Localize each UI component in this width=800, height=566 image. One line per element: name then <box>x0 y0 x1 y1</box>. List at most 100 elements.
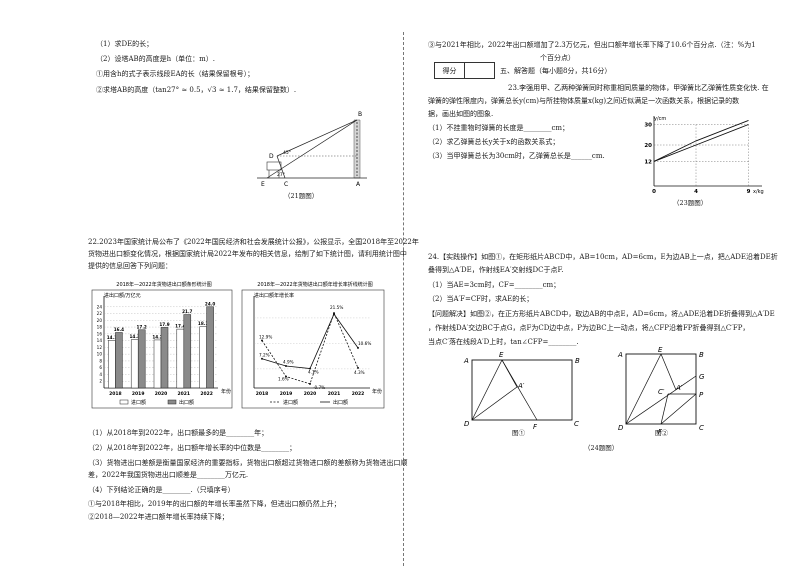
line-data-label: -0.7% <box>313 385 325 390</box>
score-table: 得分 <box>434 62 495 79</box>
bar-y-tick-label: 24 <box>97 304 103 309</box>
bar-y-tick-label: 12 <box>97 345 103 350</box>
spring-x-tick: 4 <box>694 189 698 195</box>
line-dg <box>625 375 697 425</box>
bar-y-tick-label: 10 <box>97 352 103 357</box>
line-data-label: 10.6% <box>358 341 371 346</box>
spring-graph: 12 20 30 0 4 9 y/cm x/kg <box>644 116 764 195</box>
q24-part2: （2）当A′F=CF时，求AE的长； <box>428 295 534 303</box>
spring-x-tick: 9 <box>747 189 751 195</box>
q22-intro-line1: 22.2023年国家统计局公布了《2022年国民经济和社会发展统计公报》，公报显… <box>88 238 419 246</box>
bar-mark <box>160 327 169 389</box>
bar-legend-label: 出口额 <box>179 399 194 406</box>
section5-title: 五、解答题（每小题8分，共16分） <box>500 67 612 75</box>
q21-part2b: ②求塔AB的高度（tan27° ≈ 0.5，√3 ≈ 1.7，结果保留整数）. <box>96 86 297 94</box>
bar-data-label: 17.4 <box>175 324 185 329</box>
bar-chart-frame <box>91 289 233 409</box>
q23-part1: （1）不挂重物时弹簧的长度是________cm； <box>428 124 570 132</box>
q24-caption: （24题图） <box>584 444 619 452</box>
line-de2 <box>625 353 662 425</box>
bar-mark <box>199 326 207 389</box>
line-data-label: 4.1% <box>308 370 319 375</box>
f2-label-c-prime: C′ <box>658 388 665 396</box>
line-point <box>261 357 263 360</box>
q22-part2: （2）从2018年到2022年，出口额年增长率的中位数是________； <box>88 444 297 452</box>
score-cell-label: 得分 <box>434 62 465 79</box>
bar-y-tick-label: 22 <box>97 311 103 316</box>
line-da <box>471 386 518 421</box>
line-point <box>285 375 287 378</box>
f2-label-e: E <box>658 346 663 354</box>
line-de <box>471 359 503 421</box>
line-ea <box>501 359 518 388</box>
line-legend-label: 出口额 <box>333 399 348 406</box>
spring-x-tick: 0 <box>652 189 656 195</box>
line-point <box>357 366 359 369</box>
q22-intro-line3: 提供的信息回答下列问题： <box>88 262 172 270</box>
bar-chart-title: 2018年—2022年货物进出口额条形统计图 <box>116 281 211 288</box>
bar-y-tick-label: 18 <box>97 325 103 330</box>
f1-label-f: F <box>533 423 538 431</box>
q22-option3-line2: 个百分点） <box>540 54 575 62</box>
q24-part3-line3: 当点C′落在线段A′D上时，tan∠CFP=________. <box>428 338 579 346</box>
f2-label-b: B <box>699 351 704 359</box>
bar-legend-swatch <box>167 399 177 405</box>
q24-figure1: A E B A′ D F C <box>463 351 580 431</box>
angle-27: 27° <box>277 172 285 178</box>
bar-data-label: 17.9 <box>159 322 169 327</box>
line-data-label: 21.5% <box>330 305 343 310</box>
q22-part3-line1: （3）货物进出口差额是衡量国家经济的重要指标，货物出口额超过货物进口额的差额称为… <box>88 459 408 467</box>
f1-label-d: D <box>464 420 470 428</box>
q23-line3: 据，画出如图的图象. <box>428 110 494 118</box>
spring-y-tick: 12 <box>644 159 652 165</box>
q24-part3-line1: 【问题解决】如图②，在正方形纸片ABCD中，取边AB的中点E，AD=6cm，将△… <box>428 310 775 318</box>
bar-chart-xlabel: 年份 <box>221 388 231 395</box>
line-point <box>261 339 263 342</box>
line-x-tick-label: 2022 <box>352 391 365 397</box>
q22-intro-line2: 货物进出口额变化情况，根据国家统计局2022年发布的相关信息，绘制了如下统计图，… <box>88 250 407 258</box>
sight-line-d <box>276 119 358 157</box>
f1-label-b: B <box>575 357 580 365</box>
label-b: B <box>358 111 362 118</box>
line-x-tick-label: 2018 <box>256 391 269 397</box>
bar-mark <box>115 332 123 389</box>
q24-line2: 叠得到△A′DE，作射线EA′交射线DC于点F. <box>428 266 564 274</box>
f2-label-g: G <box>699 373 705 381</box>
label-c: C <box>284 181 288 188</box>
bar-y-tick-label: 20 <box>97 318 103 323</box>
line-point <box>333 313 335 316</box>
bar-y-tick-label: 16 <box>97 331 103 336</box>
q21-part2: （2）设塔AB的高度是h（单位：m）. <box>96 55 216 63</box>
figure1-caption: 图① <box>512 429 525 437</box>
q21-caption: （21题图） <box>284 192 319 200</box>
line-data-label: 12.9% <box>259 335 272 340</box>
line-chart-xlabel: 年份 <box>372 388 382 395</box>
line-data-label: 4.9% <box>283 360 294 365</box>
bar-mark <box>108 340 116 389</box>
bar-y-tick-label: 2 <box>99 379 102 384</box>
q22-option3-line1: ③与2021年相比，2022年出口额增加了2.3万亿元，但出口额年增长率下降了1… <box>428 41 756 49</box>
bar-data-label: 14.1 <box>107 335 117 340</box>
spring-line <box>653 119 749 162</box>
line-ea2 <box>660 353 677 391</box>
q24-part1: （1）当AE=3cm时，CF=________cm； <box>428 281 561 289</box>
f2-label-f: F <box>658 428 663 436</box>
line-series-path <box>261 313 359 369</box>
bar-chart-ylabel: 进出口额/万亿元 <box>104 292 141 299</box>
q22-part1: （1）从2018年到2022年，出口额最多的是________年； <box>88 429 269 437</box>
label-d: D <box>269 153 274 160</box>
q22-part3-line2: 差，2022年我国货物进出口顺差是________万亿元. <box>88 471 249 479</box>
q21-part1: （1）求DE的长； <box>96 40 154 48</box>
line-data-label: 7.2% <box>259 353 270 358</box>
bar-y-tick-label: 4 <box>99 372 102 377</box>
q22-part4: （4）下列结论正确的是________.（只填序号） <box>88 486 235 494</box>
f2-label-p: P <box>699 391 704 399</box>
bar-y-tick-label: 6 <box>99 365 102 370</box>
score-cell-blank <box>464 62 495 79</box>
bar-data-label: 21.7 <box>182 309 192 314</box>
line-point <box>309 367 311 370</box>
label-a: A <box>356 181 361 188</box>
line-data-label: 4.3% <box>354 370 365 375</box>
q22-option1: ①与2018年相比，2019年的出口额的年增长率虽然下降，但进出口额仍然上升； <box>88 500 341 508</box>
